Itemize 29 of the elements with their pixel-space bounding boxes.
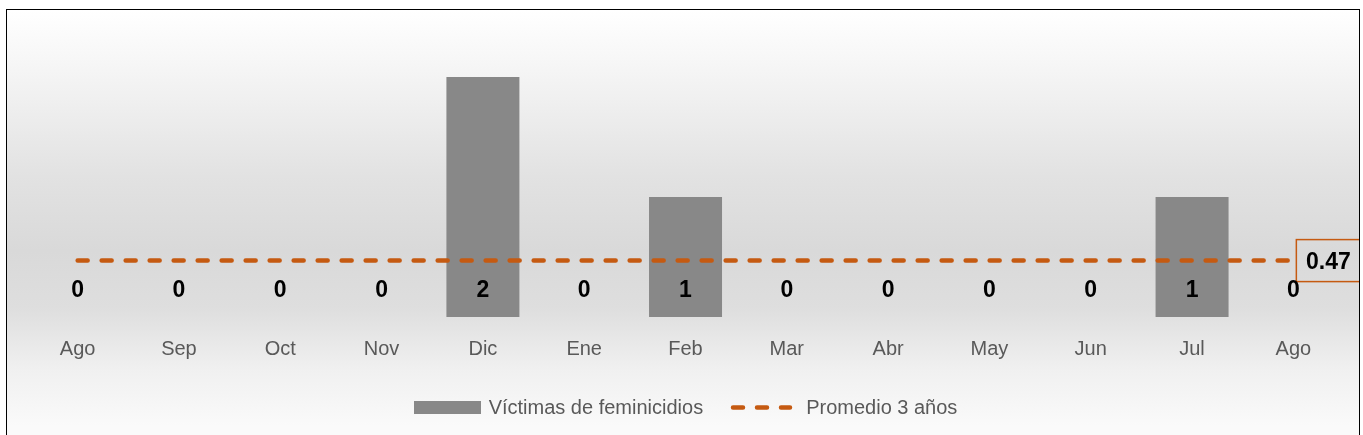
x-tick-label: Abr — [872, 337, 905, 360]
data-label: 0 — [983, 276, 996, 302]
data-label: 2 — [476, 276, 490, 302]
x-tick-label: Ene — [566, 337, 602, 360]
x-tick-label: Jul — [1179, 337, 1205, 360]
data-label: 1 — [1185, 276, 1199, 302]
data-label: 0 — [172, 276, 186, 302]
legend-label: Promedio 3 años — [806, 395, 958, 419]
x-tick-label: Jun — [1074, 337, 1107, 360]
x-tick-label: Ago — [59, 337, 96, 360]
x-tick-label: May — [970, 337, 1009, 360]
data-label: 0.47 — [1305, 247, 1351, 274]
legend-label: Víctimas de feminicidios — [488, 395, 704, 419]
data-label: 0 — [881, 276, 895, 302]
x-tick-label: Ago — [1275, 337, 1312, 360]
x-tick-label: Nov — [363, 337, 400, 360]
data-label: 1 — [679, 276, 693, 302]
data-label: 0 — [273, 276, 287, 302]
data-label: 0 — [780, 276, 794, 302]
x-tick-label: Oct — [264, 337, 297, 360]
x-tick-label: Sep — [161, 337, 197, 360]
data-label: 0 — [1084, 276, 1098, 302]
data-label: 0 — [577, 276, 591, 302]
data-label: 0 — [375, 276, 388, 302]
data-label: 0 — [71, 276, 85, 302]
data-label: 0 — [1286, 276, 1300, 302]
x-tick-label: Dic — [468, 337, 498, 360]
x-tick-label: Mar — [769, 337, 805, 360]
x-tick-label: Feb — [668, 337, 703, 360]
